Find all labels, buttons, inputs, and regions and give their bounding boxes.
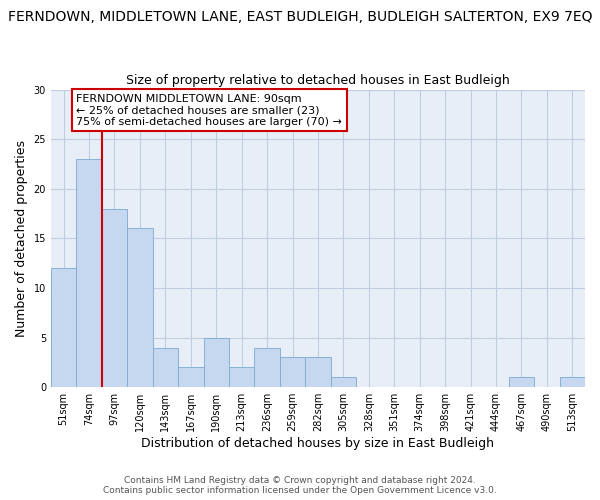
Text: Contains HM Land Registry data © Crown copyright and database right 2024.
Contai: Contains HM Land Registry data © Crown c…	[103, 476, 497, 495]
Text: FERNDOWN MIDDLETOWN LANE: 90sqm
← 25% of detached houses are smaller (23)
75% of: FERNDOWN MIDDLETOWN LANE: 90sqm ← 25% of…	[76, 94, 342, 126]
Bar	[305, 358, 331, 387]
Bar	[152, 348, 178, 387]
Bar	[331, 378, 356, 387]
Bar	[280, 358, 305, 387]
X-axis label: Distribution of detached houses by size in East Budleigh: Distribution of detached houses by size …	[142, 437, 494, 450]
Bar	[203, 338, 229, 387]
Y-axis label: Number of detached properties: Number of detached properties	[15, 140, 28, 337]
Bar	[51, 268, 76, 387]
Bar	[254, 348, 280, 387]
Text: FERNDOWN, MIDDLETOWN LANE, EAST BUDLEIGH, BUDLEIGH SALTERTON, EX9 7EQ: FERNDOWN, MIDDLETOWN LANE, EAST BUDLEIGH…	[8, 10, 592, 24]
Bar	[509, 378, 534, 387]
Bar	[178, 368, 203, 387]
Bar	[560, 378, 585, 387]
Bar	[76, 159, 102, 387]
Bar	[127, 228, 152, 387]
Title: Size of property relative to detached houses in East Budleigh: Size of property relative to detached ho…	[126, 74, 510, 87]
Bar	[229, 368, 254, 387]
Bar	[102, 208, 127, 387]
